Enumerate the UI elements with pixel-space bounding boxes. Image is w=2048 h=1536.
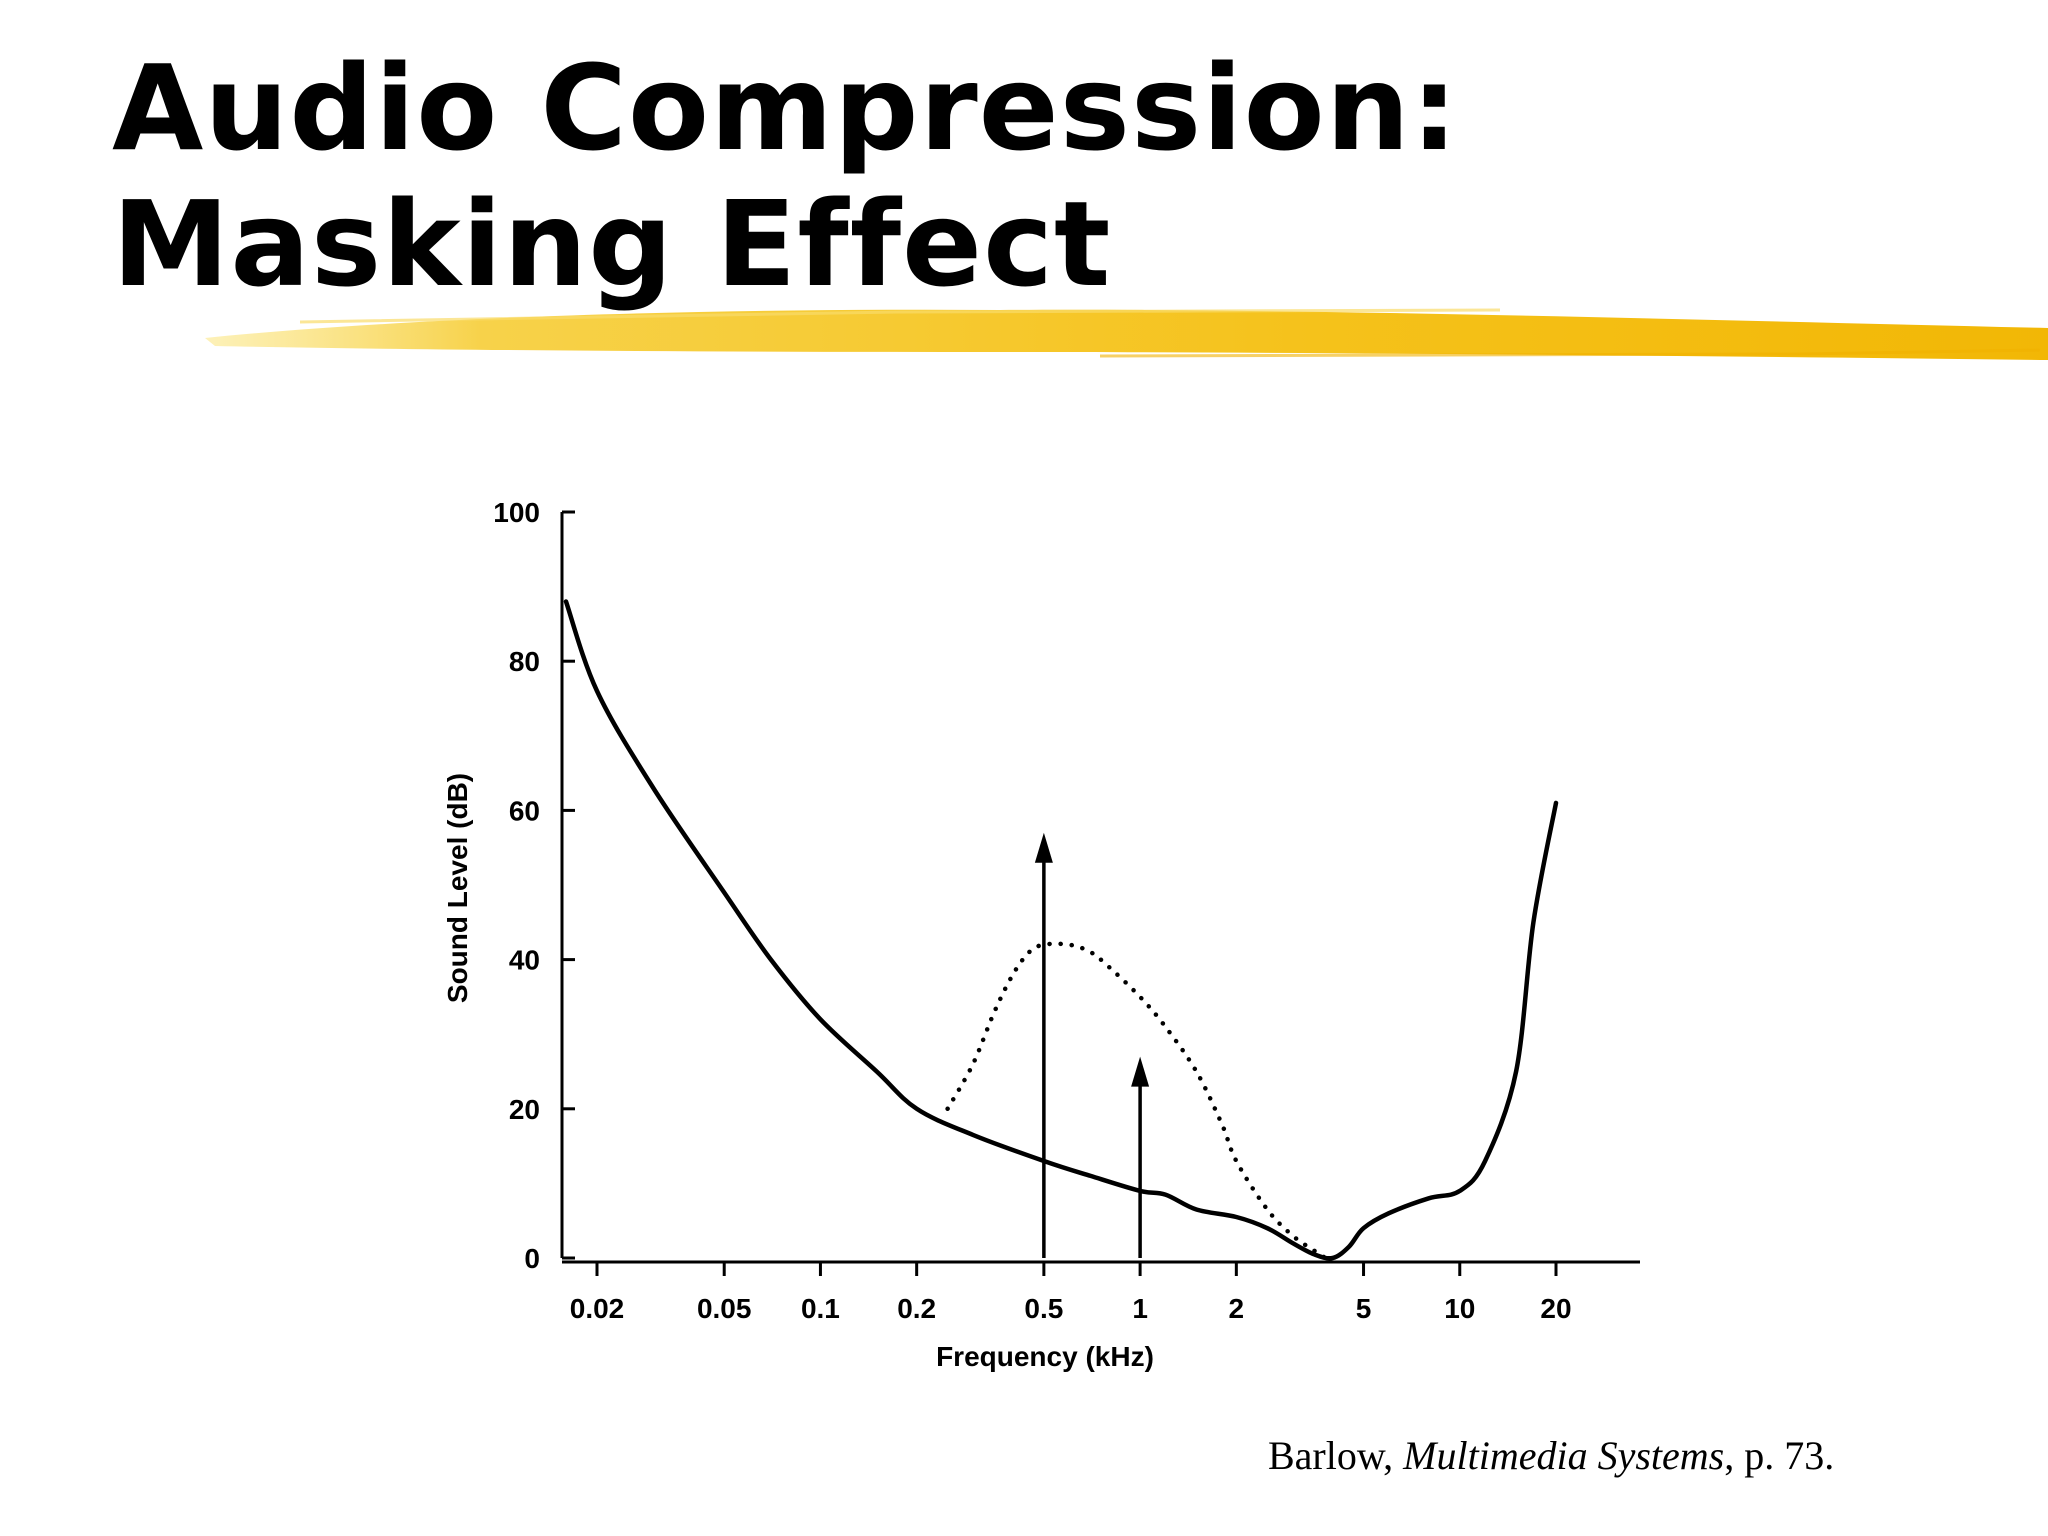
citation-book-title: Multimedia Systems [1403,1433,1725,1478]
tone-arrow-head-1 [1034,832,1053,863]
y-axis-label: Sound Level (dB) [442,773,473,1003]
x-tick-label-2: 2 [1229,1293,1245,1324]
series-layer [563,599,1559,1261]
citation-page: , p. 73. [1724,1433,1835,1478]
x-tick-label-10: 10 [1444,1293,1475,1324]
x-tick-label-1: 1 [1132,1293,1148,1324]
x-tick-label-0.02: 0.02 [570,1293,625,1324]
x-tick-label-0.1: 0.1 [801,1293,840,1324]
x-tick-label-5: 5 [1356,1293,1372,1324]
x-tick-label-0.05: 0.05 [697,1293,752,1324]
x-axis-label: Frequency (kHz) [936,1341,1154,1372]
x-tick-label-0.5: 0.5 [1024,1293,1063,1324]
y-tick-label-80: 80 [509,646,540,677]
title-line-1: Audio Compression: [112,39,1459,177]
x-tick-label-20: 20 [1540,1293,1571,1324]
y-tick-label-20: 20 [509,1094,540,1125]
y-tick-label-40: 40 [509,945,540,976]
slide-title: Audio Compression: Masking Effect [112,40,1459,312]
y-tick-label-0: 0 [524,1243,540,1274]
arrow-layer [1034,832,1150,1258]
x-axis-ticks: 0.02 0.05 0.1 0.2 0.5 1 2 5 10 20 [570,1262,1572,1324]
masking-threshold-curve [945,941,1328,1261]
y-tick-label-60: 60 [509,795,540,826]
x-tick-label-0.2: 0.2 [897,1293,936,1324]
citation-author: Barlow, [1268,1433,1404,1478]
yellow-highlight-stroke [205,308,2048,360]
masking-effect-chart: 0 20 40 60 80 100 0.02 0.05 0.1 0.2 0.5 1 2 5 10 20 Fr… [442,497,1640,1372]
citation: Barlow, Multimedia Systems, p. 73. [1268,1432,1834,1479]
tone-arrow-head-2 [1131,1056,1150,1087]
y-axis-ticks: 0 20 40 60 80 100 [493,497,575,1274]
y-tick-label-100: 100 [493,497,540,528]
title-line-2: Masking Effect [112,175,1112,313]
hearing-threshold-curve [563,599,1559,1261]
